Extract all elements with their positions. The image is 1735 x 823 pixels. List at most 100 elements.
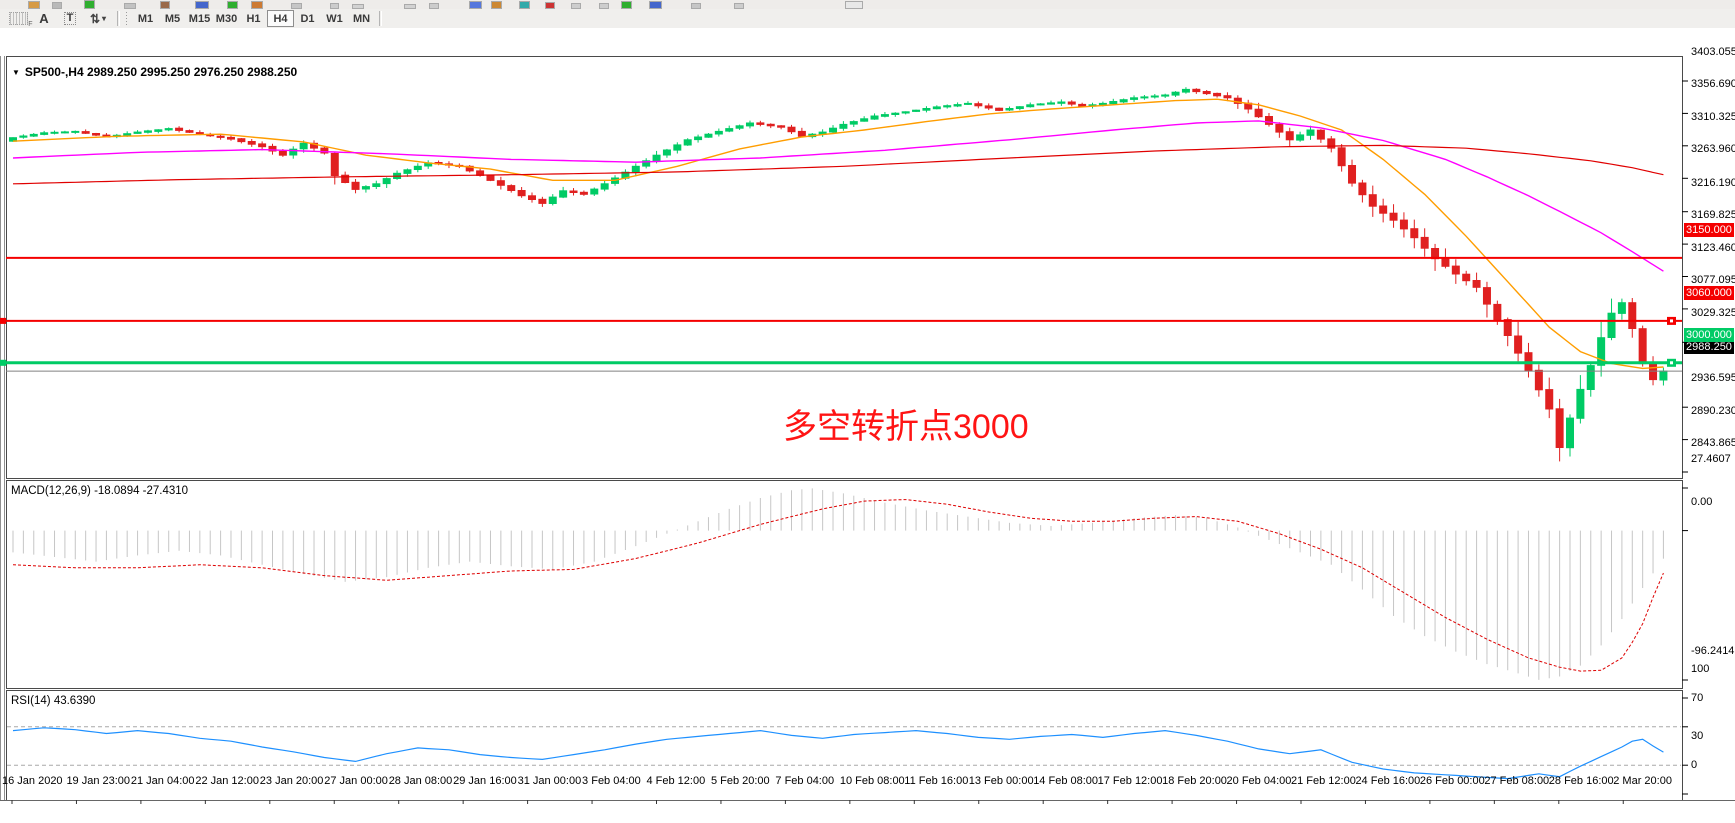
price-axis-label: 2936.595 [1691, 372, 1735, 385]
time-axis-label: 27 Jan 00:00 [324, 775, 388, 787]
window-left-edge-inner [4, 56, 5, 822]
time-axis-label: 29 Jan 16:00 [453, 775, 517, 787]
timeframe-button-m30[interactable]: M30 [215, 12, 238, 25]
timeframe-button-h4[interactable]: H4 [267, 10, 294, 27]
cropped-icon-fragment [845, 1, 863, 9]
price-axis-label: 3263.960 [1691, 143, 1735, 156]
time-axis-label: 19 Jan 23:00 [66, 775, 131, 787]
timeframe-group: M1 M5 M15 M30 H1 H4 D1 W1 MN [132, 10, 375, 27]
price-axis-label: 3356.690 [1691, 78, 1735, 91]
time-axis-label: 23 Jan 20:00 [259, 775, 324, 787]
price-axis-label: 3029.325 [1691, 307, 1735, 320]
time-axis-label: 21 Feb 12:00 [1291, 775, 1356, 787]
price-axis-label: 3310.325 [1691, 110, 1735, 123]
time-axis-label: 20 Feb 04:00 [1226, 775, 1292, 787]
time-axis-label: 27 Feb 08:00 [1484, 775, 1550, 787]
timeframe-button-d1[interactable]: D1 [300, 12, 315, 25]
price-line-label-2988.250: 2988.250 [1684, 340, 1734, 355]
time-axis-label: 11 Feb 16:00 [904, 775, 969, 787]
cropped-icon-fragment [195, 1, 209, 9]
window-left-edge [0, 56, 1, 822]
time-axis-label: 21 Jan 04:00 [130, 775, 195, 787]
time-axis[interactable] [0, 800, 1735, 823]
cropped-icon-fragment [734, 3, 744, 9]
dropdown-caret-icon: ▾ [102, 14, 107, 23]
macd-axis-label: -96.2414 [1691, 644, 1735, 657]
time-axis-label: 10 Feb 08:00 [839, 775, 905, 787]
price-axis-label: 3169.825 [1691, 209, 1735, 222]
time-axis-label: 13 Feb 00:00 [968, 775, 1034, 787]
chart-window: ▼ SP500-,H4 2989.250 2995.250 2976.250 29… [0, 28, 1735, 823]
price-axis-label: 2843.865 [1691, 437, 1735, 449]
toolbar-drag-handle[interactable] [125, 11, 129, 26]
cropped-icon-fragment [330, 3, 339, 9]
cropped-icon-fragment [160, 1, 170, 9]
timeframe-button-m15[interactable]: M15 [188, 12, 211, 25]
label-tool-button[interactable]: T [57, 10, 83, 27]
cropped-icon-fragment [621, 1, 632, 9]
text-tool-button[interactable]: A [31, 10, 57, 27]
time-axis-label: 24 Feb 16:00 [1355, 775, 1421, 787]
cropped-icon-fragment [599, 3, 609, 9]
time-axis-label: 18 Feb 20:00 [1162, 775, 1227, 787]
price-axis-label: 3216.190 [1691, 176, 1735, 189]
macd-indicator-panel[interactable] [6, 480, 1683, 689]
macd-axis-label: 0.00 [1691, 495, 1713, 508]
time-axis-label: 16 Jan 2020 [2, 775, 63, 787]
cropped-icon-fragment [404, 4, 416, 9]
chart-annotation: 多空转折点3000 [783, 408, 1029, 446]
rsi-axis-label: 70 [1691, 691, 1704, 704]
cropped-icon-fragment [519, 1, 530, 9]
label-T-icon: T [63, 12, 77, 25]
timeframe-button-m1[interactable]: M1 [137, 12, 154, 25]
time-axis-label: 4 Feb 12:00 [646, 775, 706, 787]
symbol-dropdown-icon[interactable]: ▼ [12, 68, 20, 77]
cropped-icon-fragment [649, 1, 662, 9]
rsi-label: RSI(14) 43.6390 [11, 695, 96, 707]
time-axis-label: 14 Feb 08:00 [1033, 775, 1099, 787]
cropped-icon-fragment [491, 1, 502, 9]
cropped-icon-fragment [251, 1, 263, 9]
time-axis-label: 5 Feb 20:00 [710, 775, 770, 787]
price-axis-label: 3123.460 [1691, 241, 1735, 254]
cropped-icon-fragment [227, 1, 238, 9]
timeframe-button-w1[interactable]: W1 [326, 12, 343, 25]
cropped-icon-fragment [52, 2, 62, 9]
cropped-icon-fragment [691, 3, 701, 9]
price-axis-label: 3403.055 [1691, 46, 1735, 58]
time-axis-label: 3 Feb 04:00 [582, 775, 641, 787]
cropped-icon-fragment [28, 1, 40, 9]
indicator-window-button[interactable]: F [5, 10, 33, 28]
cropped-icon-fragment [429, 3, 439, 9]
cropped-icon-fragment [84, 0, 95, 9]
cropped-icon-fragment [545, 2, 555, 9]
text-A-icon: A [39, 11, 49, 26]
indicator-grid-icon: F [8, 12, 33, 28]
price-line-label-3000.000[interactable]: 3000.000 [1684, 327, 1734, 342]
charts-toolbar: F A T ⇅ ▾ M1 M5 M15 M30 H1 H4 D1 W1 MN [0, 9, 1735, 29]
cycle-arrows-button[interactable]: ⇅ ▾ [83, 10, 113, 27]
time-axis-label: 22 Jan 12:00 [195, 775, 259, 787]
time-axis-label: 31 Jan 00:00 [517, 775, 582, 787]
chart-title: ▼ SP500-,H4 2989.250 2995.250 2976.250 29… [12, 65, 298, 79]
time-axis-label: 2 Mar 20:00 [1613, 775, 1672, 787]
price-line-label-3060.000[interactable]: 3060.000 [1684, 285, 1734, 300]
cropped-icon-fragment [291, 3, 302, 9]
time-axis-label: 17 Feb 12:00 [1097, 775, 1163, 787]
price-axis-label: 3077.095 [1691, 273, 1735, 286]
timeframe-button-mn[interactable]: MN [352, 12, 371, 25]
cropped-icon-fragment [124, 3, 136, 9]
timeframe-button-h1[interactable]: H1 [246, 12, 261, 25]
toolbar-separator [379, 11, 382, 26]
rsi-axis-label: 30 [1691, 730, 1704, 743]
cropped-icon-fragment [352, 4, 364, 9]
rsi-axis-label: 0 [1691, 759, 1698, 771]
macd-axis-label: 27.4607 [1691, 452, 1731, 465]
time-axis-label: 28 Feb 16:00 [1548, 775, 1614, 787]
toolbar-separator [117, 11, 120, 26]
price-line-label-3150.000: 3150.000 [1684, 222, 1734, 237]
macd-label: MACD(12,26,9) -18.0894 -27.4310 [11, 485, 189, 497]
time-axis-label: 26 Feb 00:00 [1419, 775, 1485, 787]
timeframe-button-m5[interactable]: M5 [164, 12, 181, 25]
cropped-icon-fragment [469, 1, 482, 9]
